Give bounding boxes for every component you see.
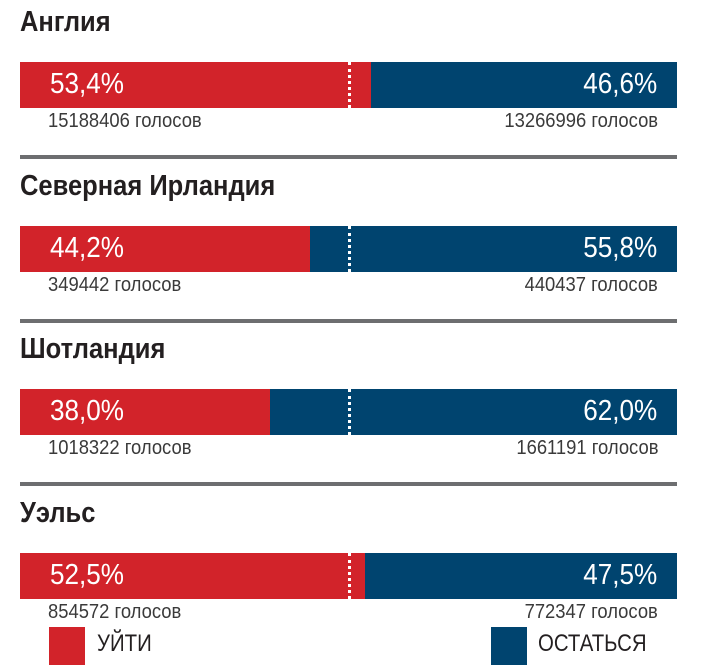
leave-votes-label: 854572 голосов xyxy=(48,601,182,623)
leave-segment xyxy=(20,226,311,272)
leave-votes-label: 15188406 голосов xyxy=(48,110,202,132)
remain-votes-label: 1661191 голосов xyxy=(515,437,658,459)
region-section: Шотландия 38,0% 62,0% 1018322 голосов 166119… xyxy=(0,327,701,491)
remain-percent-label: 46,6% xyxy=(582,68,657,100)
leave-segment xyxy=(20,389,270,435)
leave-votes-label: 349442 голосов xyxy=(48,274,182,296)
leave-votes-label: 1018322 голосов xyxy=(48,437,192,459)
legend-label-remain: ОСТАТЬСЯ xyxy=(538,630,647,657)
leave-percent-label: 53,4% xyxy=(50,68,125,100)
legend-swatch-remain xyxy=(491,627,527,665)
region-title: Уэльс xyxy=(20,497,96,529)
result-bar: 52,5% 47,5% xyxy=(20,553,677,599)
midpoint-line xyxy=(347,553,351,599)
legend-label-leave: УЙТИ xyxy=(97,630,152,657)
legend-swatch-leave xyxy=(49,627,85,665)
result-bar: 38,0% 62,0% xyxy=(20,389,677,435)
region-section: Уэльс 52,5% 47,5% 854572 голосов 772347 голо… xyxy=(0,491,701,655)
region-title: Шотландия xyxy=(20,333,166,365)
midpoint-line xyxy=(347,226,351,272)
result-bar: 53,4% 46,6% xyxy=(20,62,677,108)
midpoint-line xyxy=(347,62,351,108)
leave-segment xyxy=(20,553,365,599)
leave-percent-label: 38,0% xyxy=(50,395,125,427)
region-title: Северная Ирландия xyxy=(20,170,276,202)
section-divider xyxy=(20,155,677,159)
remain-percent-label: 47,5% xyxy=(582,559,657,591)
remain-percent-label: 55,8% xyxy=(582,232,657,264)
remain-votes-label: 13266996 голосов xyxy=(504,110,658,132)
region-title: Англия xyxy=(20,6,111,38)
remain-votes-label: 440437 голосов xyxy=(524,274,658,296)
section-divider xyxy=(20,319,677,323)
remain-percent-label: 62,0% xyxy=(582,395,657,427)
section-divider xyxy=(20,482,677,486)
leave-segment xyxy=(20,62,371,108)
result-bar: 44,2% 55,8% xyxy=(20,226,677,272)
leave-percent-label: 44,2% xyxy=(50,232,125,264)
leave-percent-label: 52,5% xyxy=(50,559,125,591)
midpoint-line xyxy=(347,389,351,435)
remain-votes-label: 772347 голосов xyxy=(524,601,658,623)
region-section: Северная Ирландия 44,2% 55,8% 349442 голосо… xyxy=(0,164,701,328)
region-section: Англия 53,4% 46,6% 15188406 голосов 13266996… xyxy=(0,0,701,164)
